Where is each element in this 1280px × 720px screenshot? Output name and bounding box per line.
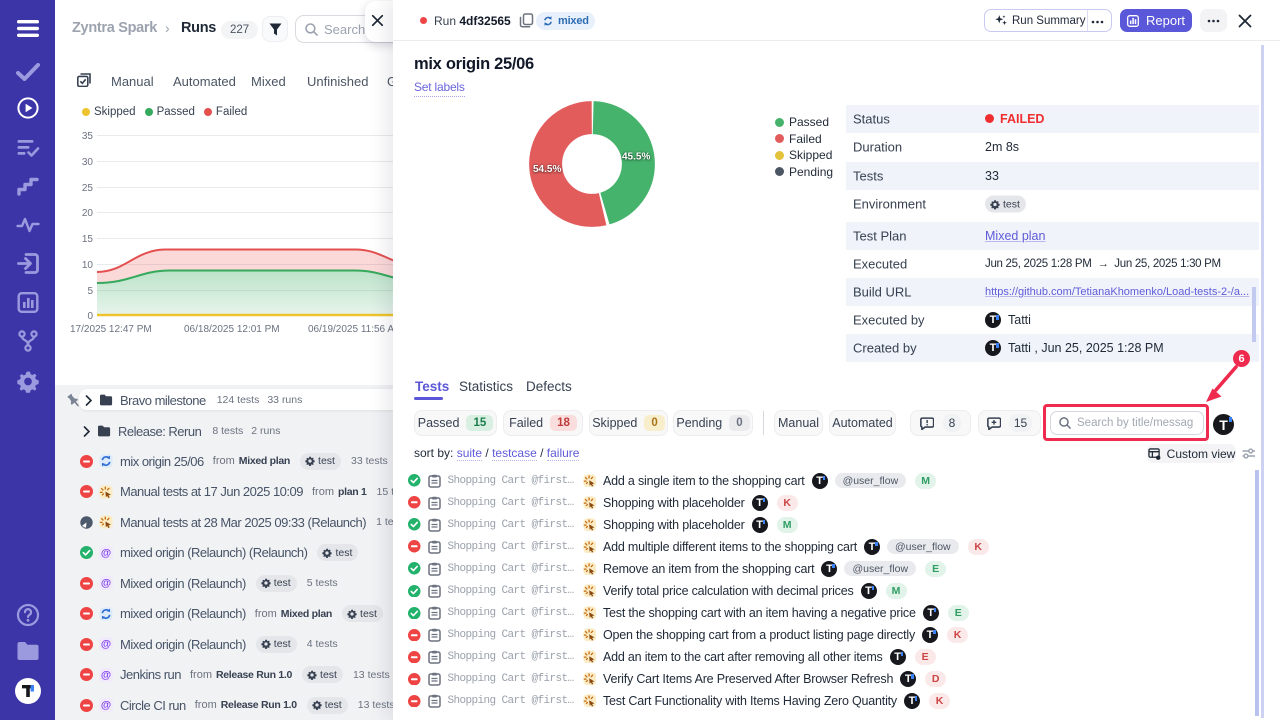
svg-text:17/2025 12:47 PM: 17/2025 12:47 PM xyxy=(70,324,152,335)
svg-text:10: 10 xyxy=(82,260,94,271)
svg-text:35: 35 xyxy=(82,131,94,142)
svg-text:54.5%: 54.5% xyxy=(533,164,561,175)
svg-text:06/19/2025 11:56 AM: 06/19/2025 11:56 AM xyxy=(308,324,400,335)
svg-text:30: 30 xyxy=(82,157,94,168)
svg-text:45.5%: 45.5% xyxy=(622,152,650,163)
svg-text:5: 5 xyxy=(87,286,93,297)
svg-text:25: 25 xyxy=(82,183,94,194)
svg-text:0: 0 xyxy=(87,311,93,322)
svg-text:06/18/2025 12:01 PM: 06/18/2025 12:01 PM xyxy=(184,324,280,335)
svg-text:15: 15 xyxy=(82,234,94,245)
svg-text:20: 20 xyxy=(82,208,94,219)
